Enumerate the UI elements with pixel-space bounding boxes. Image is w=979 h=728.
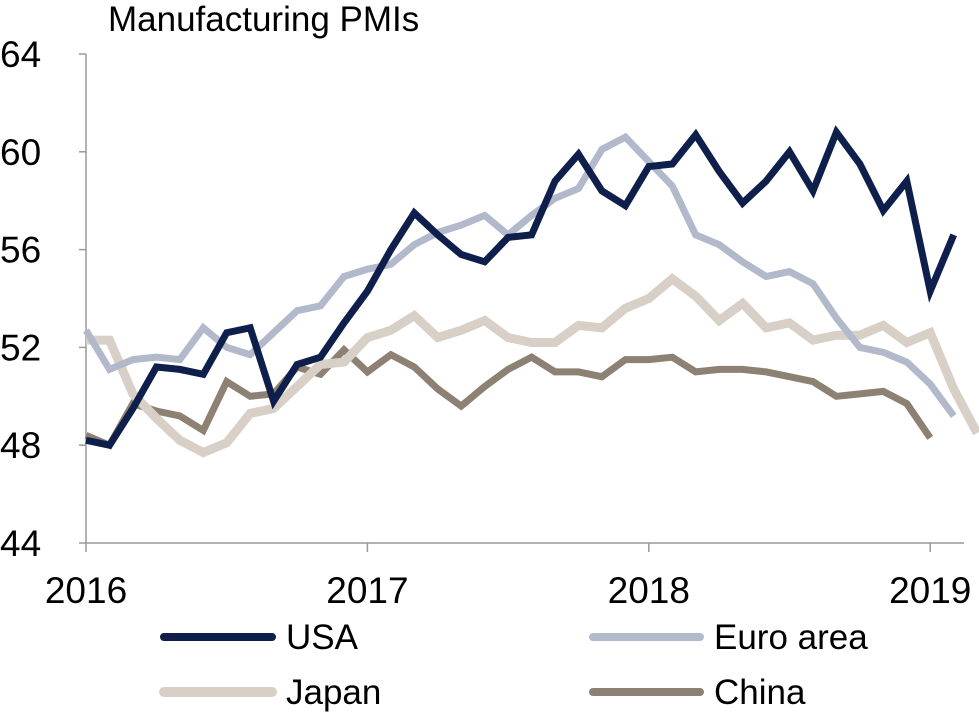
x-tick-label: 2019 (889, 570, 971, 611)
legend-label-china: China (714, 673, 806, 712)
legend-label-japan: Japan (286, 673, 381, 712)
y-tick-label: 56 (0, 230, 41, 271)
legend: USA Euro area Japan China (159, 618, 868, 712)
x-tick-label: 2018 (608, 570, 690, 611)
series-line-china (84, 344, 934, 450)
chart-title: Manufacturing PMIs (108, 0, 419, 39)
series-layer (83, 125, 979, 458)
x-tick-label: 2017 (326, 570, 408, 611)
legend-label-usa: USA (286, 618, 359, 657)
y-tick-label: 52 (0, 327, 41, 368)
y-tick-label: 60 (0, 132, 41, 173)
series-line-usa (85, 125, 957, 450)
y-tick-label: 44 (0, 523, 41, 564)
series-line-japan (86, 273, 979, 458)
x-tick-label: 2016 (45, 570, 127, 611)
legend-label-euro-area: Euro area (714, 618, 868, 657)
series-line-euro-area (83, 132, 957, 418)
axes: 44 48 52 56 60 64 2016 2017 2018 2019 (0, 34, 971, 611)
y-tick-label: 48 (0, 425, 41, 466)
y-tick-label: 64 (0, 34, 41, 75)
